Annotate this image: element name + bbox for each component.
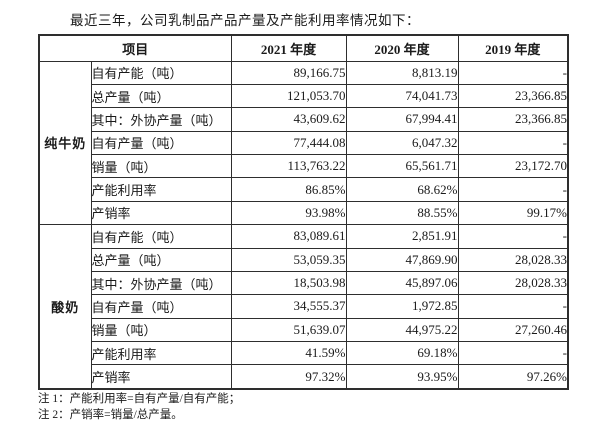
value-cell: 23,366.85 bbox=[457, 107, 569, 132]
table-row: 销量（吨） 113,763.22 65,561.71 23,172.70 bbox=[39, 153, 569, 179]
table-row: 自有产量（吨） 77,444.08 6,047.32- bbox=[39, 130, 569, 156]
value-cell: 2,851.91 bbox=[345, 224, 459, 249]
table-row: 总产量（吨） 121,053.70 74,041.73 23,366.85 bbox=[39, 83, 569, 109]
table-body: 纯牛奶 自有产能（吨） 89,166.75 8,813.19- 总产量（吨） 121,05… bbox=[38, 60, 569, 390]
value-cell: 23,172.70 bbox=[457, 153, 569, 179]
table-row: 纯牛奶 自有产能（吨） 89,166.75 8,813.19- bbox=[38, 60, 569, 226]
value-cell: 47,869.90 bbox=[345, 247, 459, 272]
value-cell: 53,059.35 bbox=[230, 247, 347, 272]
header-year-2021: 2021 年度 bbox=[230, 34, 347, 62]
value-cell: 18,503.98 bbox=[230, 270, 347, 296]
table-row: 其中：外协产量（吨） 18,503.98 45,897.06 28,028.33 bbox=[39, 270, 569, 296]
value-cell: 93.95% bbox=[345, 364, 459, 390]
header-item-column: 项目 bbox=[38, 34, 232, 62]
value-cell: 69.18% bbox=[345, 340, 459, 366]
table-header-row: 项目 2021 年度 2020 年度 2019 年度 bbox=[38, 34, 569, 62]
value-cell: 45,897.06 bbox=[345, 270, 459, 296]
value-cell: 88.55% bbox=[345, 200, 459, 226]
value-cell: 43,609.62 bbox=[230, 107, 347, 132]
row-item-label: 销量（吨） bbox=[90, 317, 232, 343]
value-cell: 86.85% bbox=[230, 177, 347, 202]
value-cell: 74,041.73 bbox=[345, 83, 459, 109]
footnotes: 注 1：产能利用率=自有产量/自有产能； 注 2：产销率=销量/总产量。 bbox=[38, 391, 240, 423]
row-item-label: 产能利用率 bbox=[90, 340, 232, 366]
header-year-2019: 2019 年度 bbox=[457, 34, 569, 62]
table-row: 酸奶 自有产能（吨） 83,089.61 2,851.91- bbox=[38, 224, 569, 390]
footnote-1: 注 1：产能利用率=自有产量/自有产能； bbox=[38, 393, 241, 405]
page-title: 最近三年，公司乳制品产品产量及产能利用率情况如下： bbox=[70, 13, 420, 28]
row-item-label: 产销率 bbox=[90, 200, 232, 226]
row-item-label: 其中：外协产量（吨） bbox=[90, 107, 232, 132]
value-cell: 93.98% bbox=[230, 200, 347, 226]
row-item-label: 其中：外协产量（吨） bbox=[90, 270, 232, 296]
production-capacity-table: 项目 2021 年度 2020 年度 2019 年度 纯牛奶 自有产能（吨） 89,… bbox=[38, 34, 570, 390]
table-row: 产能利用率 41.59% 69.18% - bbox=[39, 340, 569, 366]
value-cell: 99.17% bbox=[457, 200, 569, 226]
table-row: 总产量（吨） 53,059.35 47,869.90 28,028.33 bbox=[39, 247, 569, 272]
value-cell: 65,561.71 bbox=[345, 153, 459, 179]
table-row: 自有产量（吨） 34,555.37 1,972.85- bbox=[39, 294, 569, 319]
value-cell: 97.32% bbox=[230, 364, 347, 390]
row-item-label: 产销率 bbox=[90, 364, 232, 390]
row-item-label: 自有产量（吨） bbox=[90, 294, 232, 319]
row-item-label: 产能利用率 bbox=[90, 177, 232, 202]
value-cell: 6,047.32 bbox=[345, 130, 459, 156]
value-cell: 67,994.41 bbox=[345, 107, 459, 132]
value-cell: 41.59% bbox=[230, 340, 347, 366]
value-cell: - bbox=[457, 224, 569, 249]
value-cell: - bbox=[457, 60, 569, 85]
header-year-2020: 2020 年度 bbox=[345, 34, 459, 62]
value-cell: 44,975.22 bbox=[345, 317, 459, 343]
value-cell: 113,763.22 bbox=[230, 153, 347, 179]
row-group-label: 酸奶 bbox=[38, 224, 92, 390]
value-cell: - bbox=[457, 130, 569, 156]
table-row: 产销率 97.32% 93.95% 97.26% bbox=[39, 364, 569, 390]
table-row: 其中：外协产量（吨） 43,609.62 67,994.41 23,366.85 bbox=[39, 107, 569, 132]
value-cell: 8,813.19 bbox=[345, 60, 459, 85]
table-row: 产能利用率 86.85% 68.62% - bbox=[39, 177, 569, 202]
row-item-label: 自有产能（吨） bbox=[90, 60, 232, 85]
row-item-label: 自有产量（吨） bbox=[90, 130, 232, 156]
value-cell: 23,366.85 bbox=[457, 83, 569, 109]
value-cell: 89,166.75 bbox=[230, 60, 347, 85]
row-item-label: 自有产能（吨） bbox=[90, 224, 232, 249]
value-cell: - bbox=[457, 340, 569, 366]
table-header: 项目 2021 年度 2020 年度 2019 年度 bbox=[38, 34, 569, 62]
footnote-2: 注 2：产销率=销量/总产量。 bbox=[38, 409, 183, 421]
value-cell: 51,639.07 bbox=[230, 317, 347, 343]
value-cell: 34,555.37 bbox=[230, 294, 347, 319]
row-item-label: 销量（吨） bbox=[90, 153, 232, 179]
value-cell: 1,972.85 bbox=[345, 294, 459, 319]
value-cell: 28,028.33 bbox=[457, 247, 569, 272]
value-cell: - bbox=[457, 177, 569, 202]
row-item-label: 总产量（吨） bbox=[90, 247, 232, 272]
value-cell: 97.26% bbox=[457, 364, 569, 390]
row-item-label: 总产量（吨） bbox=[90, 83, 232, 109]
row-group-label: 纯牛奶 bbox=[38, 60, 92, 226]
table-row: 销量（吨） 51,639.07 44,975.22 27,260.46 bbox=[39, 317, 569, 343]
value-cell: 68.62% bbox=[345, 177, 459, 202]
value-cell: 27,260.46 bbox=[457, 317, 569, 343]
value-cell: 28,028.33 bbox=[457, 270, 569, 296]
table-row: 产销率 93.98% 88.55% 99.17% bbox=[39, 200, 569, 226]
value-cell: 121,053.70 bbox=[230, 83, 347, 109]
value-cell: 77,444.08 bbox=[230, 130, 347, 156]
value-cell: - bbox=[457, 294, 569, 319]
value-cell: 83,089.61 bbox=[230, 224, 347, 249]
